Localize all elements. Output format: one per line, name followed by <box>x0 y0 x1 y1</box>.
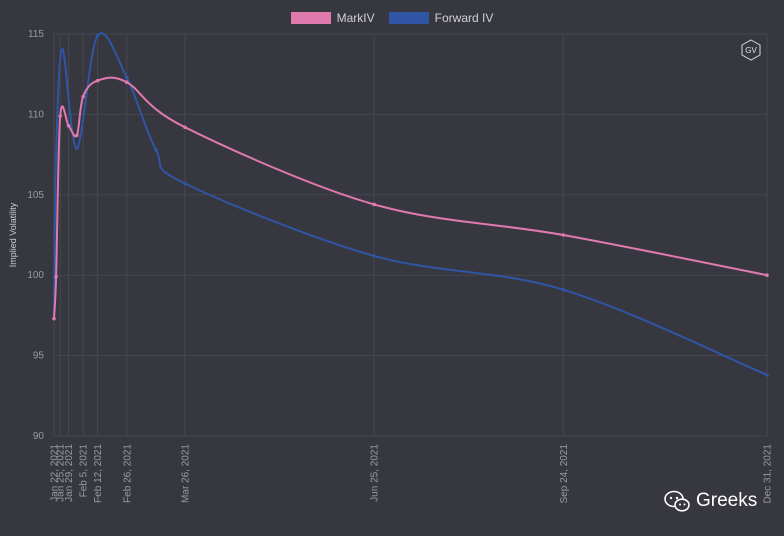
legend-item-forward-iv[interactable]: Forward IV <box>388 8 494 28</box>
legend: MarkIV Forward IV <box>0 8 784 28</box>
x-tick-label: Jun 25, 2021 <box>370 444 381 502</box>
legend-label-markiv: MarkIV <box>336 11 375 25</box>
x-tick-label: Sep 24, 2021 <box>559 444 570 504</box>
data-point-markiv[interactable] <box>183 125 187 130</box>
data-point-markiv[interactable] <box>765 273 769 278</box>
x-tick-label: Feb 26, 2021 <box>122 444 133 503</box>
wechat-icon <box>664 490 690 512</box>
y-axis-label: Implied Volatility <box>8 202 18 267</box>
data-point-markiv[interactable] <box>124 80 129 85</box>
data-point-markiv[interactable] <box>66 123 71 128</box>
gv-logo-icon: GV <box>741 39 761 61</box>
data-point-forward-iv[interactable] <box>561 287 566 292</box>
data-point-markiv[interactable] <box>561 233 566 237</box>
gv-logo-text: GV <box>745 46 757 55</box>
data-point-forward-iv[interactable] <box>75 146 79 150</box>
y-tick-label: 105 <box>27 190 44 201</box>
x-tick-label: Jan 25, 2021 <box>56 444 67 502</box>
legend-swatch-markiv <box>290 12 331 24</box>
series-layer <box>52 32 769 377</box>
y-tick-label: 100 <box>27 270 44 281</box>
x-tick-label: Jan 22, 2021 <box>50 444 61 502</box>
y-tick-label: 110 <box>28 109 44 120</box>
watermark: Greeks <box>664 490 757 512</box>
x-tick-label: Dec 31, 2021 <box>763 444 774 504</box>
data-point-markiv[interactable] <box>52 316 56 321</box>
legend-item-markiv[interactable]: MarkIV <box>290 8 375 28</box>
grid <box>53 33 768 437</box>
legend-swatch-forward-iv <box>388 12 429 24</box>
x-tick-label: Feb 12, 2021 <box>93 444 104 503</box>
data-point-forward-iv[interactable] <box>765 373 769 377</box>
data-point-forward-iv[interactable] <box>124 75 129 80</box>
x-tick-label: Jan 29, 2021 <box>64 444 75 502</box>
data-point-forward-iv[interactable] <box>372 254 376 258</box>
data-point-markiv[interactable] <box>58 114 63 118</box>
y-tick-label: 95 <box>33 351 45 362</box>
series-line-forward-iv <box>53 32 768 376</box>
x-tick-label: Mar 26, 2021 <box>180 444 191 503</box>
data-point-forward-iv[interactable] <box>154 147 158 152</box>
y-axis: 90 95 100 105 110 115 <box>27 29 44 442</box>
data-point-markiv[interactable] <box>372 202 376 207</box>
data-point-markiv[interactable] <box>75 133 79 138</box>
y-tick-label: 115 <box>28 29 44 40</box>
data-point-forward-iv[interactable] <box>54 152 58 157</box>
data-point-forward-iv[interactable] <box>60 48 65 52</box>
x-tick-label: Feb 5, 2021 <box>79 444 90 498</box>
legend-label-forward-iv: Forward IV <box>434 11 494 25</box>
data-point-forward-iv[interactable] <box>95 33 100 38</box>
series-line-markiv <box>53 76 768 319</box>
data-point-markiv[interactable] <box>54 275 58 279</box>
watermark-text: Greeks <box>696 490 758 511</box>
y-tick-label: 90 <box>33 431 45 442</box>
data-point-markiv[interactable] <box>95 78 100 83</box>
data-point-forward-iv[interactable] <box>183 181 187 186</box>
data-point-markiv[interactable] <box>81 94 85 99</box>
